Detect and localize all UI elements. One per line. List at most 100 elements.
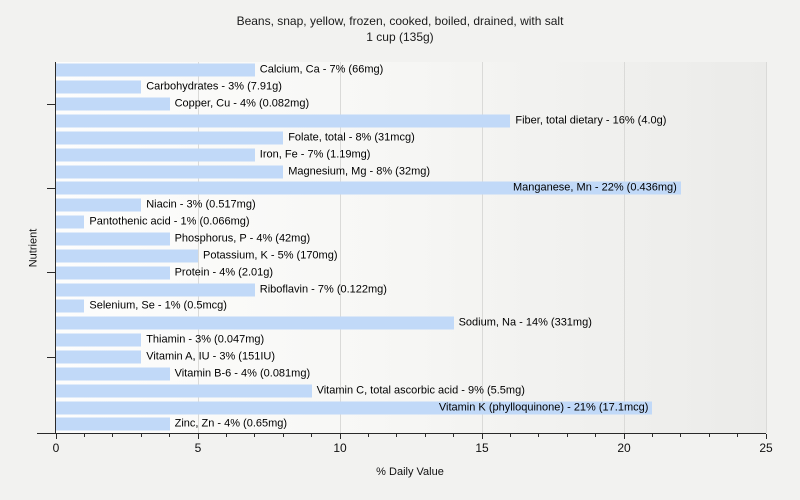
bar bbox=[56, 80, 142, 94]
bar-row: Vitamin K (phylloquinone) - 21% (17.1mcg… bbox=[56, 399, 766, 416]
bar bbox=[56, 148, 255, 162]
x-tick-label: 0 bbox=[52, 441, 60, 455]
bar-label: Potassium, K - 5% (170mg) bbox=[203, 249, 338, 262]
bar-row: Protein - 4% (2.01g) bbox=[56, 264, 766, 281]
bar-row: Magnesium, Mg - 8% (32mg) bbox=[56, 163, 766, 180]
bar-label: Carbohydrates - 3% (7.91g) bbox=[146, 80, 282, 93]
bar bbox=[56, 131, 284, 145]
x-minor-tick bbox=[595, 434, 597, 437]
x-minor-tick bbox=[424, 434, 426, 437]
bar-row: Potassium, K - 5% (170mg) bbox=[56, 247, 766, 264]
bar bbox=[56, 63, 255, 77]
bar bbox=[56, 283, 255, 297]
chart-title: Beans, snap, yellow, frozen, cooked, boi… bbox=[236, 14, 564, 28]
bar-row: Selenium, Se - 1% (0.5mcg) bbox=[56, 298, 766, 315]
bar-label: Thiamin - 3% (0.047mg) bbox=[146, 333, 265, 346]
x-major-tick bbox=[481, 434, 483, 439]
x-minor-tick bbox=[254, 434, 256, 437]
x-minor-tick bbox=[680, 434, 682, 437]
bar-label: Zinc, Zn - 4% (0.65mg) bbox=[174, 417, 288, 430]
y-axis-title-box: Nutrient bbox=[25, 62, 41, 433]
bar-row: Phosphorus, P - 4% (42mg) bbox=[56, 231, 766, 248]
x-tick-label: 15 bbox=[475, 441, 489, 455]
bar bbox=[56, 316, 454, 330]
x-major-tick bbox=[339, 434, 341, 439]
bar bbox=[56, 198, 142, 212]
bar-row: Thiamin - 3% (0.047mg) bbox=[56, 332, 766, 349]
x-minor-tick bbox=[83, 434, 85, 437]
bar-row: Pantothenic acid - 1% (0.066mg) bbox=[56, 214, 766, 231]
x-minor-tick bbox=[538, 434, 540, 437]
y-tick bbox=[47, 272, 55, 274]
x-minor-tick bbox=[708, 434, 710, 437]
gridline bbox=[482, 62, 483, 433]
bars: Calcium, Ca - 7% (66mg) Carbohydrates - 3… bbox=[56, 62, 766, 433]
x-minor-tick bbox=[396, 434, 398, 437]
x-major-tick bbox=[623, 434, 625, 439]
bar-label: Vitamin K (phylloquinone) - 21% (17.1mcg… bbox=[438, 401, 649, 414]
x-major-tick bbox=[765, 434, 767, 439]
x-minor-tick bbox=[311, 434, 313, 437]
bar-row: Iron, Fe - 7% (1.19mg) bbox=[56, 146, 766, 163]
bar-row: Vitamin B-6 - 4% (0.081mg) bbox=[56, 365, 766, 382]
bar-label: Fiber, total dietary - 16% (4.0g) bbox=[515, 114, 667, 127]
bar bbox=[56, 232, 170, 246]
x-axis-title: % Daily Value bbox=[376, 466, 444, 478]
bar bbox=[56, 333, 142, 347]
bar bbox=[56, 215, 85, 229]
bar bbox=[56, 266, 170, 280]
bar-label: Folate, total - 8% (31mcg) bbox=[288, 131, 415, 144]
bar-label: Pantothenic acid - 1% (0.066mg) bbox=[89, 215, 250, 228]
x-minor-tick bbox=[140, 434, 142, 437]
gridline bbox=[766, 62, 767, 433]
x-minor-tick bbox=[225, 434, 227, 437]
x-minor-tick bbox=[453, 434, 455, 437]
bar bbox=[56, 165, 284, 179]
bar-label: Riboflavin - 7% (0.122mg) bbox=[259, 283, 387, 296]
bar-row: Vitamin A, IU - 3% (151IU) bbox=[56, 349, 766, 366]
x-tick-label: 10 bbox=[333, 441, 347, 455]
y-axis-title: Nutrient bbox=[27, 228, 39, 267]
bar-label: Vitamin B-6 - 4% (0.081mg) bbox=[174, 367, 311, 380]
x-tick-label: 25 bbox=[759, 441, 773, 455]
bar-row: Sodium, Na - 14% (331mg) bbox=[56, 315, 766, 332]
bar-label: Protein - 4% (2.01g) bbox=[174, 266, 274, 279]
x-axis: 0 5 10 15 20 25 bbox=[52, 433, 773, 473]
x-minor-tick bbox=[169, 434, 171, 437]
bar-row: Riboflavin - 7% (0.122mg) bbox=[56, 281, 766, 298]
bar bbox=[56, 299, 85, 313]
y-tick bbox=[47, 103, 55, 105]
x-minor-tick bbox=[367, 434, 369, 437]
bar bbox=[56, 181, 681, 195]
bar-label: Copper, Cu - 4% (0.082mg) bbox=[174, 97, 310, 110]
bar-label: Selenium, Se - 1% (0.5mcg) bbox=[89, 299, 227, 312]
bar-label: Vitamin C, total ascorbic acid - 9% (5.5… bbox=[316, 384, 525, 397]
bar-row: Folate, total - 8% (31mcg) bbox=[56, 129, 766, 146]
bar-label: Magnesium, Mg - 8% (32mg) bbox=[288, 165, 431, 178]
bar bbox=[56, 249, 198, 263]
bar-row: Manganese, Mn - 22% (0.436mg) bbox=[56, 180, 766, 197]
bar bbox=[56, 350, 142, 364]
gridline bbox=[340, 62, 341, 433]
x-axis-line-extension bbox=[37, 433, 56, 434]
x-tick-label: 20 bbox=[617, 441, 631, 455]
bar-label: Niacin - 3% (0.517mg) bbox=[146, 198, 256, 211]
bar-row: Niacin - 3% (0.517mg) bbox=[56, 197, 766, 214]
bar-row: Fiber, total dietary - 16% (4.0g) bbox=[56, 113, 766, 130]
x-tick-label: 5 bbox=[194, 441, 202, 455]
bar-label: Iron, Fe - 7% (1.19mg) bbox=[259, 148, 371, 161]
y-tick bbox=[47, 187, 55, 189]
bar bbox=[56, 114, 511, 128]
y-tick bbox=[47, 356, 55, 358]
bar bbox=[56, 97, 170, 111]
x-minor-tick bbox=[282, 434, 284, 437]
bar-label: Phosphorus, P - 4% (42mg) bbox=[174, 232, 311, 245]
x-minor-tick bbox=[566, 434, 568, 437]
bar-row: Calcium, Ca - 7% (66mg) bbox=[56, 62, 766, 79]
x-major-tick bbox=[55, 434, 57, 439]
bar-row: Vitamin C, total ascorbic acid - 9% (5.5… bbox=[56, 382, 766, 399]
gridline bbox=[624, 62, 625, 433]
bar bbox=[56, 367, 170, 381]
x-major-tick bbox=[197, 434, 199, 439]
chart-subtitle: 1 cup (135g) bbox=[366, 30, 434, 44]
